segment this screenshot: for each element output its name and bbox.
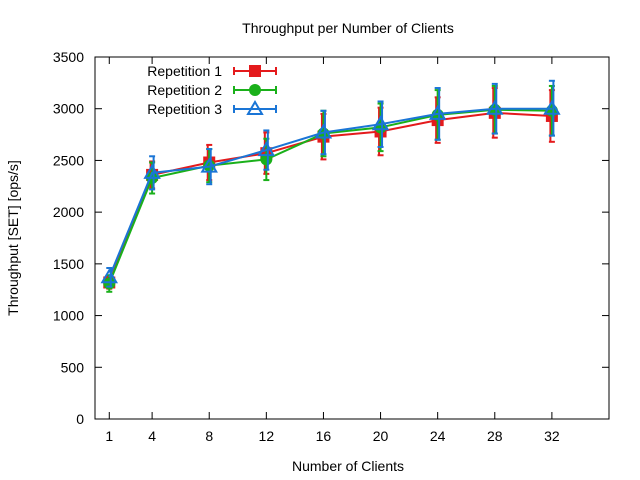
x-tick-label: 24 xyxy=(430,428,446,444)
data-point xyxy=(371,115,390,131)
x-tick-label: 16 xyxy=(316,428,332,444)
legend-label: Repetition 1 xyxy=(147,63,222,79)
legend-entry: Repetition 2 xyxy=(147,82,277,98)
data-point xyxy=(486,99,504,115)
x-tick-label: 1 xyxy=(105,428,113,444)
data-point xyxy=(260,153,273,166)
legend-marker xyxy=(249,65,261,77)
legend-entry: Repetition 1 xyxy=(147,63,277,79)
data-point xyxy=(143,163,161,179)
data-point xyxy=(257,141,276,157)
legend-label: Repetition 2 xyxy=(147,82,222,98)
y-tick-label: 500 xyxy=(61,359,85,375)
data-point xyxy=(200,157,218,173)
y-tick-label: 1500 xyxy=(53,256,84,272)
y-tick-label: 1000 xyxy=(53,308,84,324)
legend: Repetition 1 Repetition 2 Repetition 3 xyxy=(147,63,277,117)
y-tick-label: 3000 xyxy=(53,101,84,117)
x-axis-label: Number of Clients xyxy=(292,458,404,474)
x-tick-label: 20 xyxy=(373,428,389,444)
data-point xyxy=(314,123,333,139)
legend-label: Repetition 3 xyxy=(147,101,222,117)
x-tick-label: 12 xyxy=(259,428,275,444)
plot-frame xyxy=(94,56,610,420)
data-point xyxy=(428,104,447,120)
x-tick-label: 8 xyxy=(205,428,213,444)
legend-marker xyxy=(249,84,261,96)
series-1 xyxy=(103,87,558,290)
y-tick-label: 0 xyxy=(76,411,84,427)
series-line xyxy=(108,107,552,278)
y-axis-label: Throughput [SET] [ops/s] xyxy=(5,160,21,316)
data-point xyxy=(100,268,119,284)
x-tick-label: 32 xyxy=(544,428,560,444)
y-tick-label: 2000 xyxy=(53,204,84,220)
chart-title: Throughput per Number of Clients xyxy=(242,20,454,36)
series-layer xyxy=(100,79,561,293)
x-tick-label: 28 xyxy=(487,428,503,444)
y-tick-label: 3500 xyxy=(53,49,84,65)
y-tick-label: 2500 xyxy=(53,152,84,168)
legend-marker xyxy=(246,100,264,115)
series-3 xyxy=(100,79,561,288)
legend-entry: Repetition 3 xyxy=(147,100,277,117)
x-tick-label: 4 xyxy=(148,428,156,444)
data-point xyxy=(543,99,561,115)
axis-ticks: 0 500 1000 1500 2000 2500 3000 3500 1 4 8 12 16 20 24 2… xyxy=(53,49,609,444)
